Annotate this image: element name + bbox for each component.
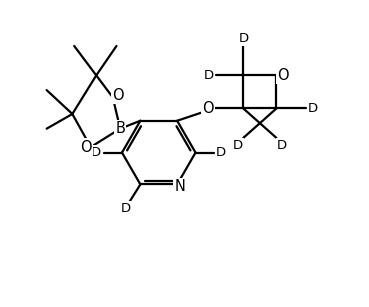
Text: O: O	[112, 88, 124, 103]
Text: D: D	[121, 202, 131, 215]
Text: B: B	[115, 121, 125, 136]
Text: D: D	[233, 139, 243, 152]
Text: D: D	[203, 69, 213, 82]
Text: D: D	[238, 32, 248, 45]
Text: O: O	[80, 140, 92, 154]
Text: D: D	[308, 102, 318, 115]
Text: D: D	[216, 146, 226, 159]
Text: N: N	[174, 179, 185, 194]
Text: D: D	[91, 146, 101, 159]
Text: O: O	[203, 101, 214, 116]
Text: O: O	[277, 68, 289, 83]
Text: D: D	[277, 139, 287, 152]
